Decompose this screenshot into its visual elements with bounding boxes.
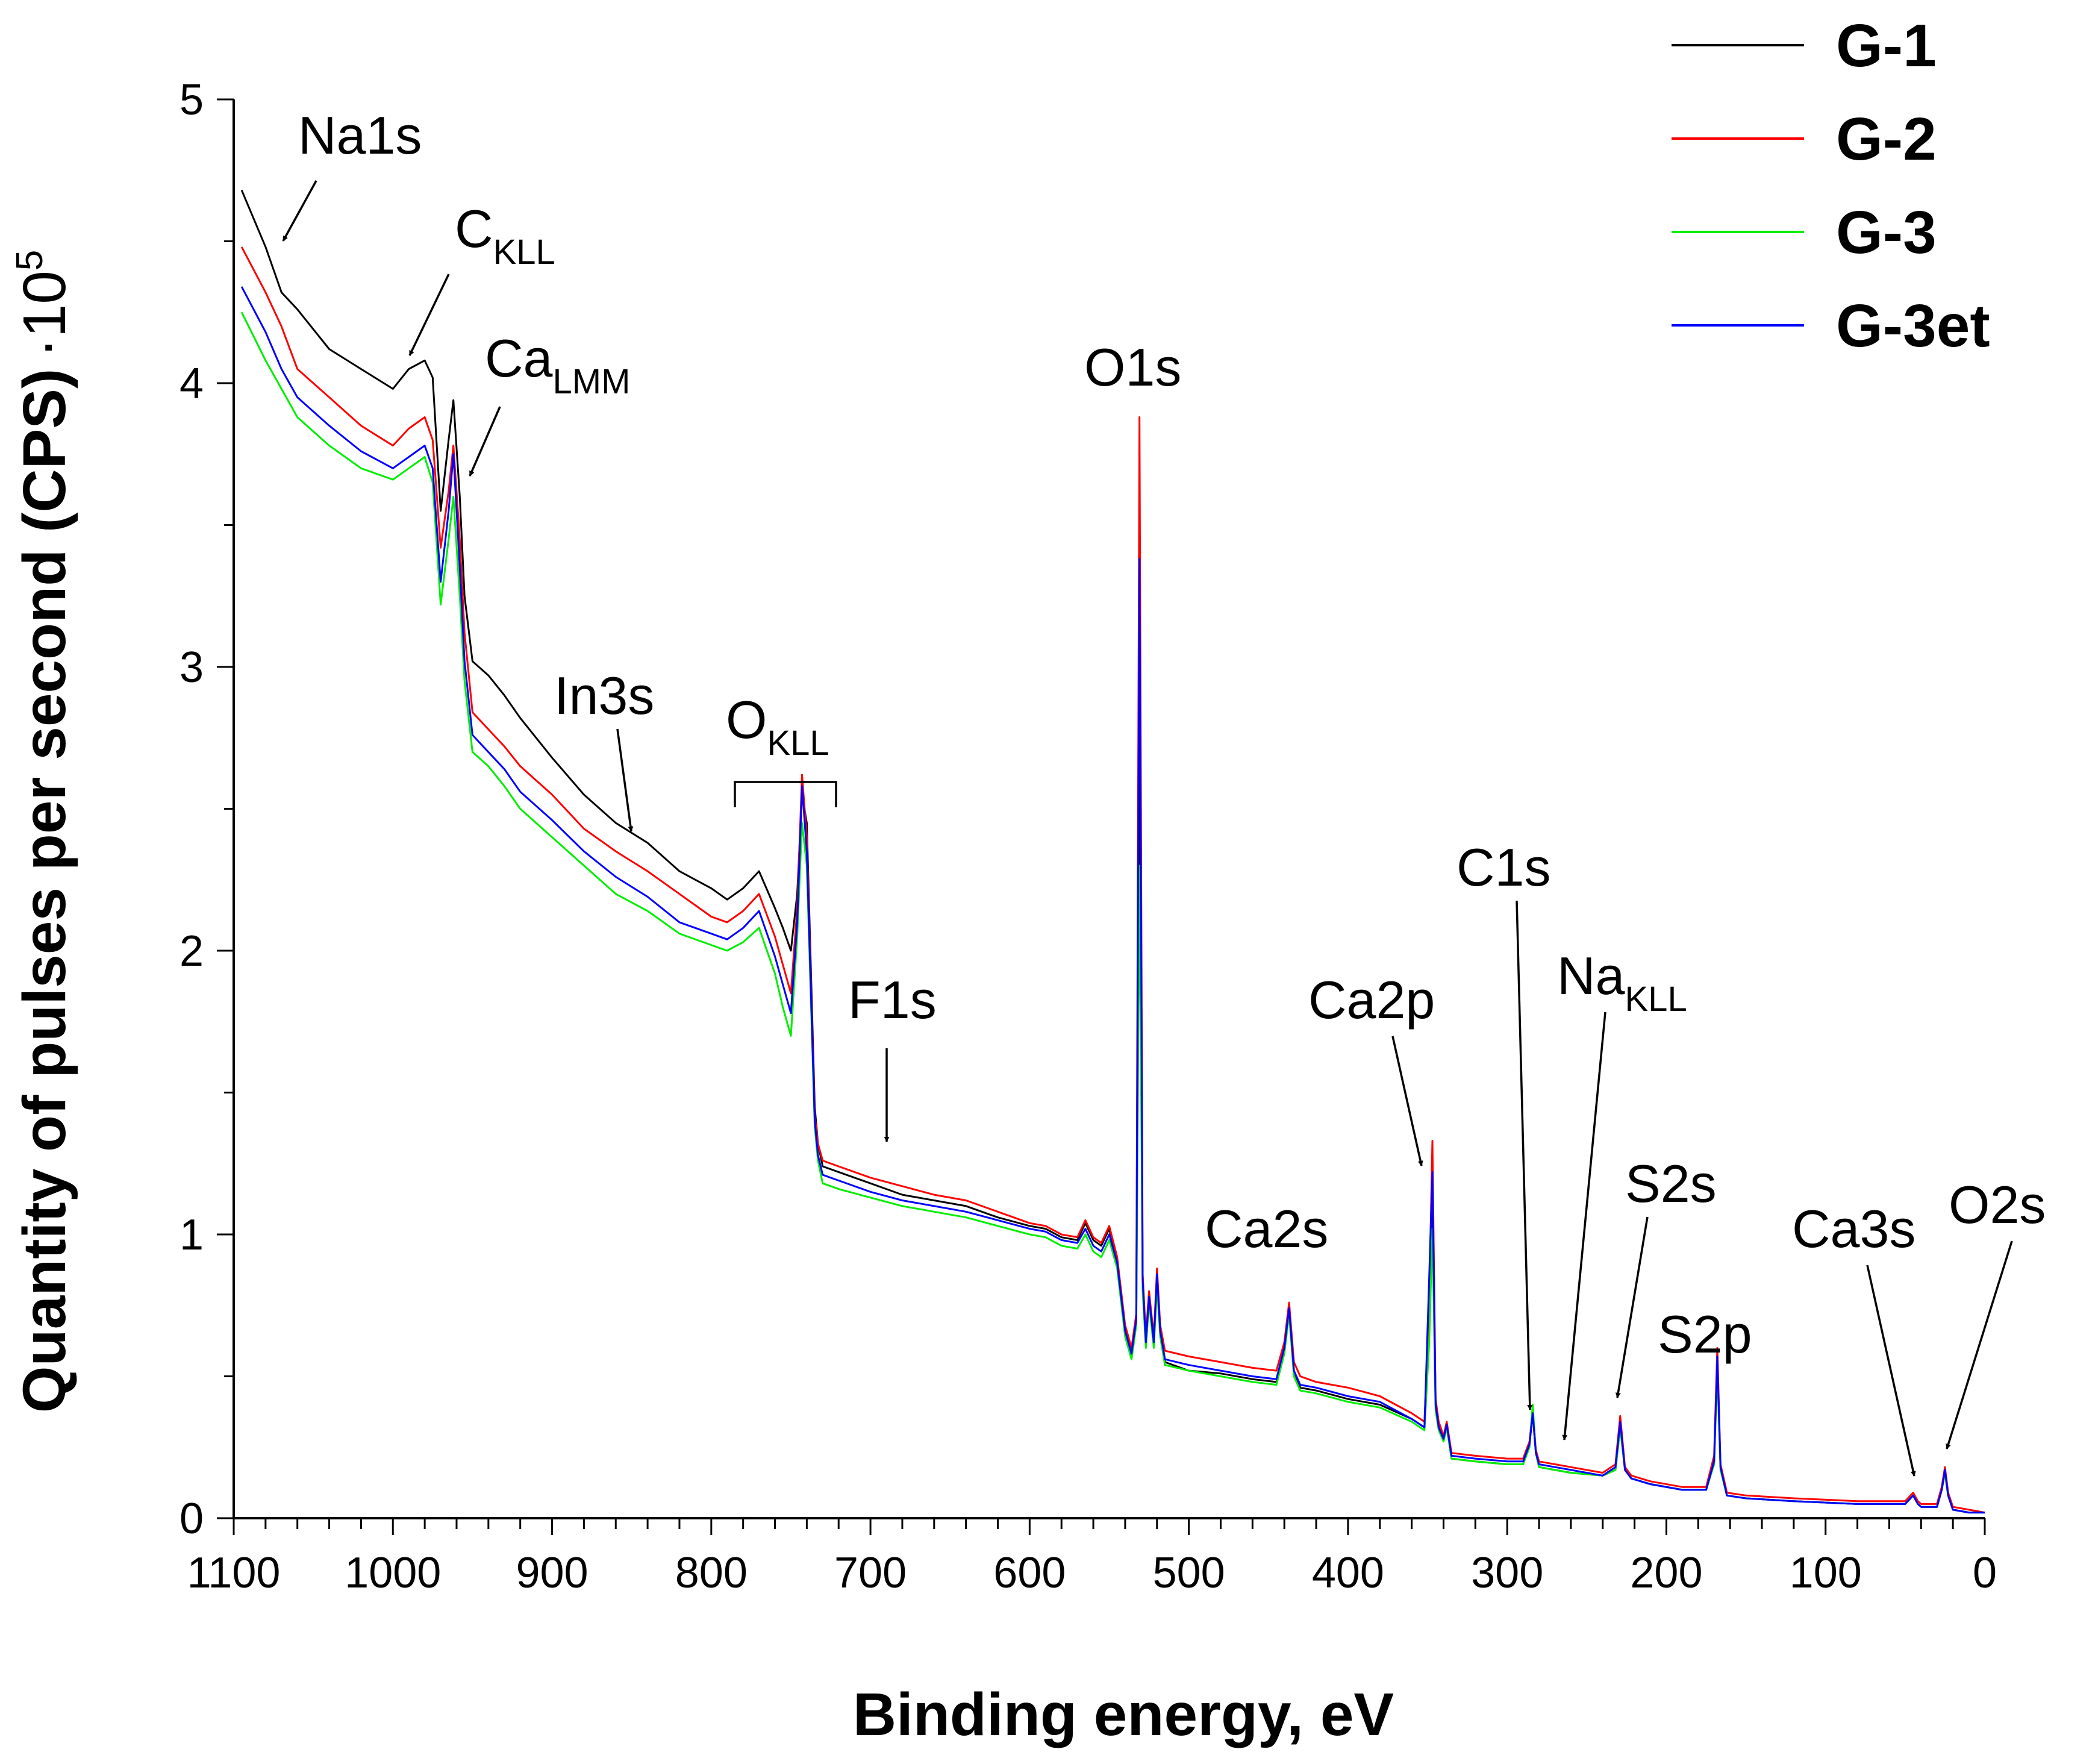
x-tick-label: 300 bbox=[1471, 1549, 1543, 1597]
legend-label-g-3: G-3 bbox=[1836, 199, 1937, 266]
x-tick-label: 1000 bbox=[345, 1549, 441, 1597]
y-axis-title-main: Quantity of pulses per second (CPS) bbox=[11, 369, 78, 1413]
x-tick-label: 800 bbox=[675, 1549, 748, 1597]
x-axis-ticks: 1100 1000 900 800 700 600 500 400 300 200 100 0 bbox=[187, 1518, 1997, 1597]
label-nakll: NaKLL bbox=[1557, 946, 1687, 1019]
label-ca2s: Ca2s bbox=[1205, 1199, 1328, 1259]
label-s2p: S2p bbox=[1658, 1304, 1752, 1364]
x-tick-label: 700 bbox=[834, 1549, 907, 1597]
arrow-ckll bbox=[408, 274, 450, 356]
y-axis-title-multiplier: ·10 bbox=[11, 271, 78, 358]
legend-label-g-1: G-1 bbox=[1836, 12, 1937, 80]
legend-label-g-2: G-2 bbox=[1836, 105, 1937, 173]
y-tick-label: 5 bbox=[180, 76, 204, 124]
y-axis-title-exponent: 5 bbox=[9, 250, 51, 271]
x-tick-label: 100 bbox=[1790, 1549, 1862, 1597]
x-tick-label: 500 bbox=[1153, 1549, 1225, 1597]
x-tick-label: 200 bbox=[1630, 1549, 1702, 1597]
label-c1s: C1s bbox=[1456, 837, 1551, 897]
label-f1s: F1s bbox=[848, 970, 937, 1030]
arrow-calmm bbox=[469, 406, 501, 477]
x-tick-label: 1100 bbox=[187, 1549, 281, 1597]
x-axis-title: Binding energy, eV bbox=[853, 1681, 1394, 1748]
label-o1s: O1s bbox=[1084, 337, 1181, 397]
label-s2s: S2s bbox=[1625, 1154, 1717, 1213]
x-tick-label: 900 bbox=[516, 1549, 588, 1597]
y-axis-title: Quantity of pulses per second (CPS) ·105 bbox=[9, 250, 78, 1413]
label-calmm: CaLMM bbox=[485, 328, 630, 401]
label-in3s: In3s bbox=[554, 666, 654, 725]
label-okll: OKLL bbox=[726, 690, 829, 763]
y-axis-ticks: 0 1 2 3 4 5 bbox=[180, 76, 234, 1543]
y-tick-label: 4 bbox=[180, 360, 204, 408]
label-na1s: Na1s bbox=[298, 105, 422, 165]
y-tick-label: 1 bbox=[180, 1211, 204, 1259]
y-tick-label: 0 bbox=[180, 1495, 204, 1543]
label-ca2p: Ca2p bbox=[1308, 970, 1435, 1030]
arrow-ca3s bbox=[1866, 1265, 1916, 1477]
label-ca3s: Ca3s bbox=[1792, 1199, 1915, 1259]
x-tick-label: 0 bbox=[1973, 1549, 1997, 1597]
arrow-nakll bbox=[1562, 1012, 1606, 1440]
bracket-okll bbox=[734, 781, 837, 807]
legend: G-1 G-2 G-3 G-3et bbox=[1672, 12, 1990, 360]
arrow-na1s bbox=[282, 180, 317, 242]
y-tick-label: 3 bbox=[180, 643, 204, 692]
y-tick-label: 2 bbox=[180, 927, 204, 975]
x-tick-label: 400 bbox=[1312, 1549, 1384, 1597]
label-ckll: CKLL bbox=[455, 199, 555, 272]
arrow-o2s bbox=[1946, 1240, 2013, 1450]
series-line-g-3et bbox=[240, 286, 1985, 1514]
label-o2s: O2s bbox=[1949, 1175, 2046, 1234]
x-tick-label: 600 bbox=[993, 1549, 1066, 1597]
arrow-in3s bbox=[616, 728, 634, 832]
series-line-g-2 bbox=[240, 246, 1985, 1514]
legend-label-g-3et: G-3et bbox=[1836, 292, 1990, 360]
arrow-s2s bbox=[1615, 1216, 1649, 1398]
arrow-ca2p bbox=[1391, 1036, 1423, 1166]
peak-annotations: Na1s CKLL CaLMM In3s OKLL F1s O1s Ca2s C… bbox=[282, 105, 2046, 1477]
arrow-c1s bbox=[1516, 900, 1533, 1410]
series-layer bbox=[240, 190, 1985, 1514]
